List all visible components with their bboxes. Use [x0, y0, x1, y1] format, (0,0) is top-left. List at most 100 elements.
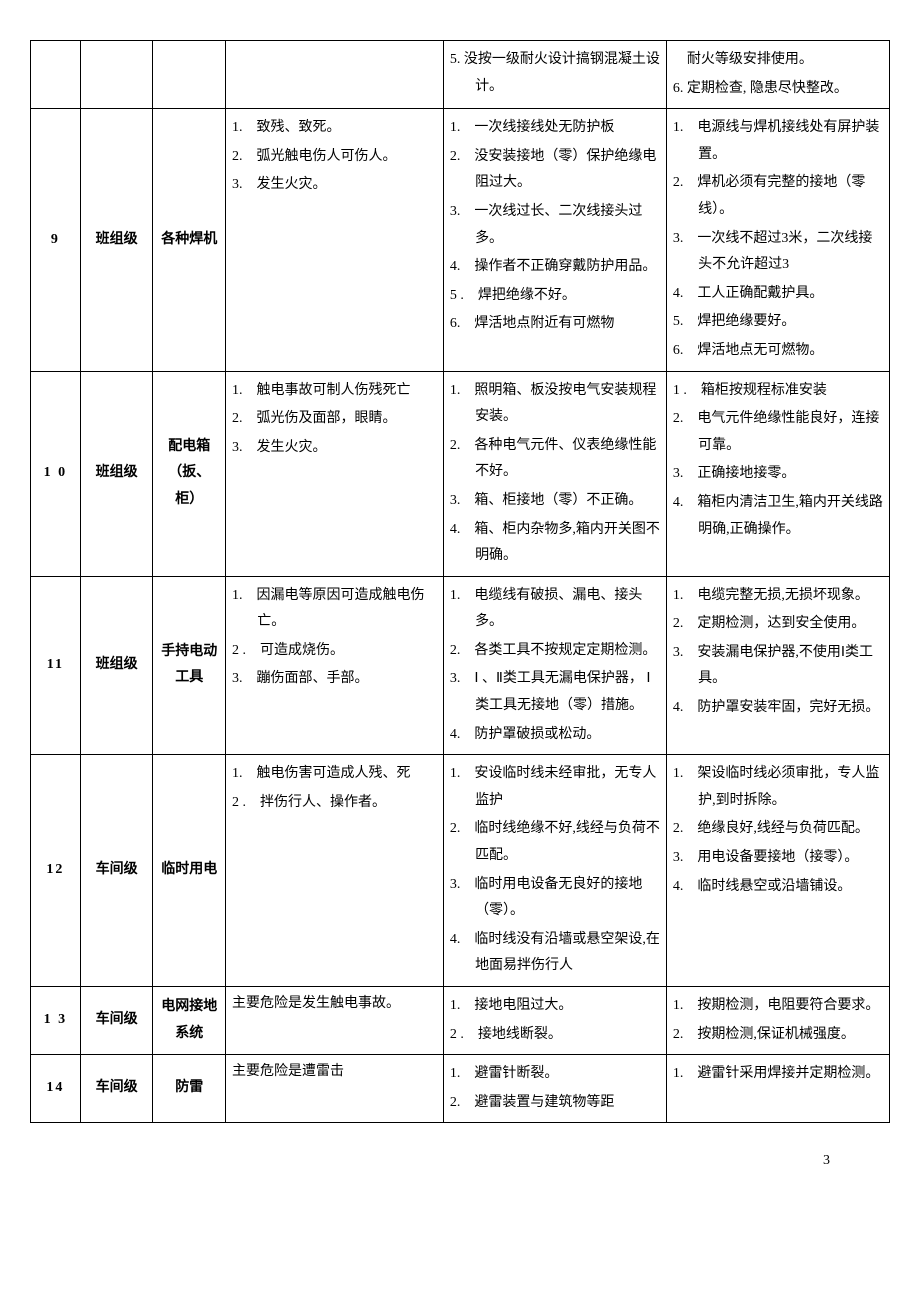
list-item: 6. 焊活地点无可燃物。 [673, 338, 883, 365]
hazard-cell: 1. 致残、致死。2. 弧光触电伤人可伤人。3. 发生火灾。 [226, 109, 444, 371]
list-item: 2. 绝缘良好,线经与负荷匹配。 [673, 816, 883, 843]
measure-cell: 1 . 箱柜按规程标准安装2. 电气元件绝缘性能良好，连接可靠。3. 正确接地接… [666, 371, 889, 576]
list-item: 2. 弧光伤及面部，眼睛。 [232, 406, 437, 433]
cause-cell: 1. 照明箱、板没按电气安装规程安装。2. 各种电气元件、仪表绝缘性能不好。3.… [443, 371, 666, 576]
row-index: 9 [31, 109, 81, 371]
list-item: 3. 安装漏电保护器,不使用Ⅰ类工具。 [673, 640, 883, 693]
list-item: 5. 没按一级耐火设计搞钢混凝土设计。 [450, 47, 660, 100]
list-item: 2 . 接地线断裂。 [450, 1022, 660, 1049]
cause-cell: 1. 接地电阻过大。2 . 接地线断裂。 [443, 987, 666, 1055]
row-name: 手持电动工具 [153, 576, 226, 755]
table-row: 12车间级临时用电1. 触电伤害可造成人残、死2 . 拌伤行人、操作者。1. 安… [31, 755, 890, 987]
list-item: 1. 因漏电等原因可造成触电伤亡。 [232, 583, 437, 636]
measure-cell: 1. 架设临时线必须审批，专人监护,到时拆除。2. 绝缘良好,线经与负荷匹配。3… [666, 755, 889, 987]
list-item: 2 . 可造成烧伤。 [232, 638, 437, 665]
cause-cell: 1. 电缆线有破损、漏电、接头多。2. 各类工具不按规定定期检测。3. Ⅰ 、Ⅱ… [443, 576, 666, 755]
row-index: 1 3 [31, 987, 81, 1055]
list-item: 1. 照明箱、板没按电气安装规程安装。 [450, 378, 660, 431]
row-level: 车间级 [80, 755, 153, 987]
row-name: 防雷 [153, 1055, 226, 1123]
list-item: 1. 按期检测，电阻要符合要求。 [673, 993, 883, 1020]
measure-cell: 1. 电缆完整无损,无损坏现象。2. 定期检测，达到安全使用。3. 安装漏电保护… [666, 576, 889, 755]
cause-cell: 5. 没按一级耐火设计搞钢混凝土设计。 [443, 41, 666, 109]
list-item: 2. 避雷装置与建筑物等距 [450, 1090, 660, 1117]
row-index: 12 [31, 755, 81, 987]
row-name: 临时用电 [153, 755, 226, 987]
row-level: 车间级 [80, 1055, 153, 1123]
list-item: 1. 接地电阻过大。 [450, 993, 660, 1020]
measure-cell: 1. 按期检测，电阻要符合要求。2. 按期检测,保证机械强度。 [666, 987, 889, 1055]
list-item: 3. 发生火灾。 [232, 435, 437, 462]
list-item: 2. 各类工具不按规定定期检测。 [450, 638, 660, 665]
list-item: 6. 焊活地点附近有可燃物 [450, 311, 660, 338]
hazard-table: 5. 没按一级耐火设计搞钢混凝土设计。 耐火等级安排使用。6. 定期检查, 隐患… [30, 40, 890, 1123]
list-item: 3. 一次线不超过3米，二次线接头不允许超过3 [673, 226, 883, 279]
list-item: 5. 焊把绝缘要好。 [673, 309, 883, 336]
hazard-cell: 主要危险是遭雷击 [226, 1055, 444, 1123]
list-item: 1. 避雷针断裂。 [450, 1061, 660, 1088]
list-item: 3. 箱、柜接地（零）不正确。 [450, 488, 660, 515]
list-item: 3. 一次线过长、二次线接头过多。 [450, 199, 660, 252]
cause-cell: 1. 安设临时线未经审批，无专人监护2. 临时线绝缘不好,线经与负荷不匹配。3.… [443, 755, 666, 987]
cause-cell: 1. 避雷针断裂。2. 避雷装置与建筑物等距 [443, 1055, 666, 1123]
row-level: 班组级 [80, 576, 153, 755]
measure-cell: 耐火等级安排使用。6. 定期检查, 隐患尽快整改。 [666, 41, 889, 109]
table-row: 1 3车间级电网接地系统主要危险是发生触电事故。1. 接地电阻过大。2 . 接地… [31, 987, 890, 1055]
list-item: 1. 电缆完整无损,无损坏现象。 [673, 583, 883, 610]
row-index: 14 [31, 1055, 81, 1123]
list-item: 耐火等级安排使用。 [673, 47, 883, 74]
list-item: 1. 一次线接线处无防护板 [450, 115, 660, 142]
list-item: 1 . 箱柜按规程标准安装 [673, 378, 883, 405]
list-item: 2. 弧光触电伤人可伤人。 [232, 144, 437, 171]
list-item: 1. 避雷针采用焊接并定期检测。 [673, 1061, 883, 1088]
list-item: 4. 临时线没有沿墙或悬空架设,在地面易拌伤行人 [450, 927, 660, 980]
list-item: 2. 各种电气元件、仪表绝缘性能不好。 [450, 433, 660, 486]
list-item: 4. 防护罩破损或松动。 [450, 722, 660, 749]
table-row: 5. 没按一级耐火设计搞钢混凝土设计。 耐火等级安排使用。6. 定期检查, 隐患… [31, 41, 890, 109]
hazard-cell: 1. 因漏电等原因可造成触电伤亡。2 . 可造成烧伤。3. 蹦伤面部、手部。 [226, 576, 444, 755]
list-item: 2. 电气元件绝缘性能良好，连接可靠。 [673, 406, 883, 459]
measure-cell: 1. 避雷针采用焊接并定期检测。 [666, 1055, 889, 1123]
measure-cell: 1. 电源线与焊机接线处有屏护装置。2. 焊机必须有完整的接地（零线）。3. 一… [666, 109, 889, 371]
list-item: 4. 临时线悬空或沿墙铺设。 [673, 874, 883, 901]
list-item: 4. 箱、柜内杂物多,箱内开关图不明确。 [450, 517, 660, 570]
hazard-cell: 主要危险是发生触电事故。 [226, 987, 444, 1055]
row-name [153, 41, 226, 109]
list-item: 1. 电源线与焊机接线处有屏护装置。 [673, 115, 883, 168]
row-name: 各种焊机 [153, 109, 226, 371]
table-row: 9班组级各种焊机1. 致残、致死。2. 弧光触电伤人可伤人。3. 发生火灾。1.… [31, 109, 890, 371]
row-level: 车间级 [80, 987, 153, 1055]
list-item: 3. 正确接地接零。 [673, 461, 883, 488]
hazard-cell: 1. 触电事故可制人伤残死亡2. 弧光伤及面部，眼睛。3. 发生火灾。 [226, 371, 444, 576]
list-item: 4. 工人正确配戴护具。 [673, 281, 883, 308]
list-item: 3. 蹦伤面部、手部。 [232, 666, 437, 693]
list-item: 3. 发生火灾。 [232, 172, 437, 199]
list-item: 2. 定期检测，达到安全使用。 [673, 611, 883, 638]
list-item: 1. 触电事故可制人伤残死亡 [232, 378, 437, 405]
list-item: 2. 没安装接地（零）保护绝缘电阻过大。 [450, 144, 660, 197]
list-item: 3. 临时用电设备无良好的接地（零）。 [450, 872, 660, 925]
page-number: 3 [30, 1153, 890, 1169]
hazard-cell [226, 41, 444, 109]
hazard-cell: 1. 触电伤害可造成人残、死2 . 拌伤行人、操作者。 [226, 755, 444, 987]
list-item: 2 . 拌伤行人、操作者。 [232, 790, 437, 817]
row-level: 班组级 [80, 109, 153, 371]
list-item: 4. 箱柜内清洁卫生,箱内开关线路明确,正确操作。 [673, 490, 883, 543]
list-item: 5 . 焊把绝缘不好。 [450, 283, 660, 310]
table-row: 14车间级防雷主要危险是遭雷击1. 避雷针断裂。2. 避雷装置与建筑物等距1. … [31, 1055, 890, 1123]
row-name: 电网接地系统 [153, 987, 226, 1055]
row-index [31, 41, 81, 109]
list-item: 1. 安设临时线未经审批，无专人监护 [450, 761, 660, 814]
list-item: 1. 电缆线有破损、漏电、接头多。 [450, 583, 660, 636]
list-item: 1. 架设临时线必须审批，专人监护,到时拆除。 [673, 761, 883, 814]
row-index: 1 0 [31, 371, 81, 576]
row-level [80, 41, 153, 109]
cause-cell: 1. 一次线接线处无防护板2. 没安装接地（零）保护绝缘电阻过大。3. 一次线过… [443, 109, 666, 371]
list-item: 2. 临时线绝缘不好,线经与负荷不匹配。 [450, 816, 660, 869]
list-item: 2. 焊机必须有完整的接地（零线）。 [673, 170, 883, 223]
list-item: 1. 致残、致死。 [232, 115, 437, 142]
list-item: 6. 定期检查, 隐患尽快整改。 [673, 76, 883, 103]
list-item: 3. 用电设备要接地（接零）。 [673, 845, 883, 872]
list-item: 4. 操作者不正确穿戴防护用品。 [450, 254, 660, 281]
row-level: 班组级 [80, 371, 153, 576]
